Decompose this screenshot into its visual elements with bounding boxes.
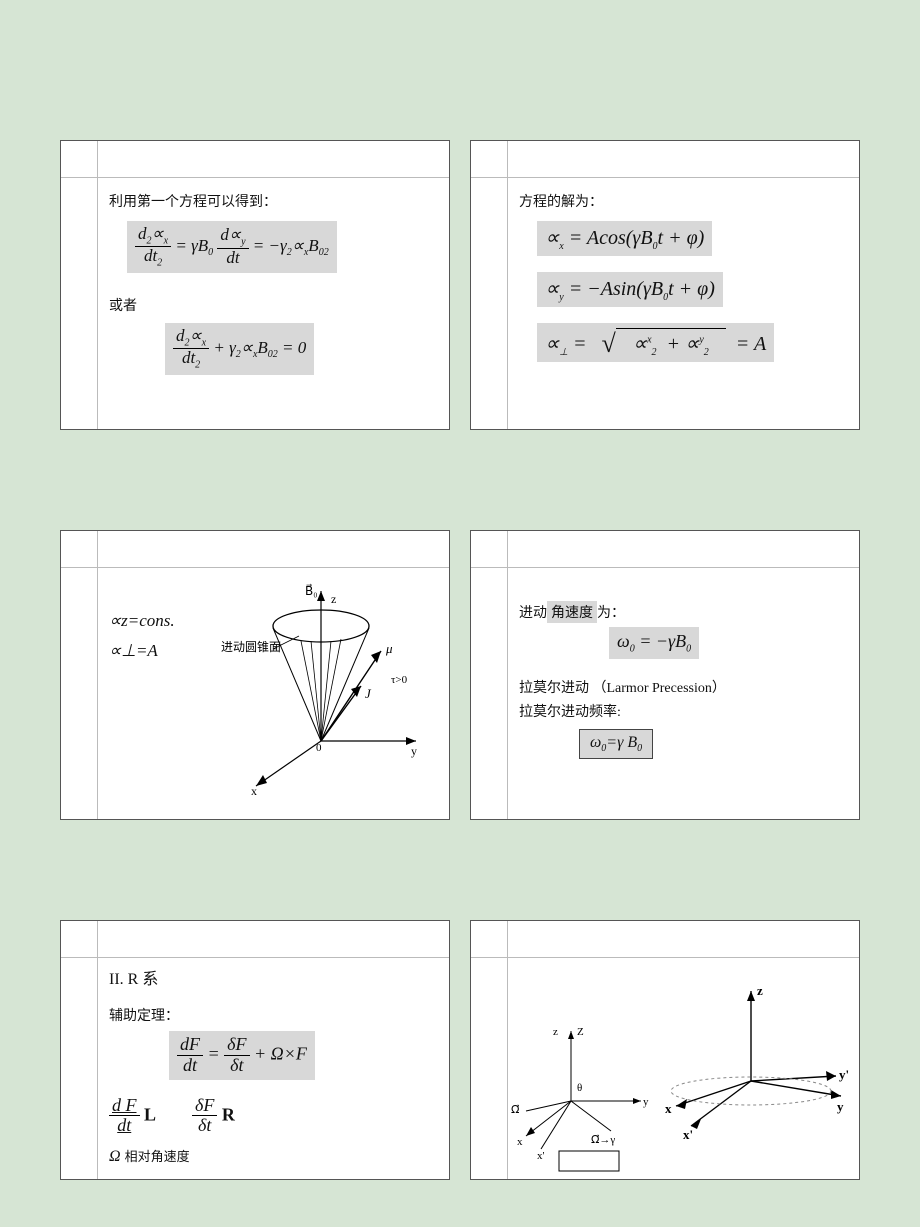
svg-text:J⃗: J⃗ (365, 686, 381, 701)
svg-text:z: z (757, 983, 763, 998)
slide-1: 利用第一个方程可以得到： d2∝xdt2 = γB0 d∝ydt = −γ2∝x… (60, 140, 450, 430)
slide-row-3: II. R 系 辅助定理： dFdt = δFδt + Ω×F d Fdt L … (60, 920, 860, 1180)
slide2-text1: 方程的解为： (519, 191, 839, 211)
precession-cone-diagram: z B⃗₀ y x μ⃗ (211, 571, 431, 791)
slide2-eq3: ∝⊥ = √ ∝x2 + ∝y2 = A (537, 323, 774, 362)
slide5-note: Ω 相对角速度 (109, 1146, 429, 1166)
slide-2: 方程的解为： ∝x = Acos(γB0t + φ) ∝y = −Asin(γB… (470, 140, 860, 430)
slide1-eq1: d2∝xdt2 = γB0 d∝ydt = −γ2∝xB02 (127, 221, 337, 273)
svg-text:μ⃗: μ⃗ (385, 641, 403, 656)
svg-text:x: x (665, 1101, 672, 1116)
slide4-eq1: ω0 = −γB0 (609, 627, 699, 659)
rotating-frames-diagram: z Z y x Ω⃗ x' Ω⃗→γ θ (491, 961, 851, 1180)
svg-text:θ: θ (577, 1082, 582, 1094)
svg-text:x: x (251, 784, 257, 798)
slide2-eq2: ∝y = −Asin(γB0t + φ) (537, 272, 723, 307)
svg-text:x': x' (537, 1150, 545, 1162)
slide4-text3: 拉莫尔进动频率: (519, 701, 839, 721)
slide-5: II. R 系 辅助定理： dFdt = δFδt + Ω×F d Fdt L … (60, 920, 450, 1180)
slide1-text2: 或者 (109, 295, 429, 315)
slide4-eq2: ω0=γ B0 (579, 729, 839, 759)
svg-text:z: z (553, 1026, 558, 1038)
slide-4: 进动角速度为： ω0 = −γB0 拉莫尔进动 （Larmor Precessi… (470, 530, 860, 820)
slide5-eq1: dFdt = δFδt + Ω×F (169, 1031, 315, 1080)
slide1-text1: 利用第一个方程可以得到： (109, 191, 429, 211)
slide-row-2: ∝z=cons. ∝⊥=A z B⃗₀ y x (60, 530, 860, 820)
slide-6: z Z y x Ω⃗ x' Ω⃗→γ θ (470, 920, 860, 1180)
slide5-text1: 辅助定理： (109, 1005, 429, 1025)
slide-row-1: 利用第一个方程可以得到： d2∝xdt2 = γB0 d∝ydt = −γ2∝x… (60, 140, 860, 430)
svg-text:y: y (837, 1099, 844, 1114)
svg-text:Ω⃗→γ: Ω⃗→γ (591, 1134, 615, 1146)
svg-text:y': y' (839, 1067, 849, 1082)
slide5-labels: d Fdt L δFδt R (109, 1096, 429, 1137)
document-page: 利用第一个方程可以得到： d2∝xdt2 = γB0 d∝ydt = −γ2∝x… (0, 0, 920, 1180)
svg-text:Z: Z (577, 1026, 584, 1038)
slide4-text2: 拉莫尔进动 （Larmor Precession） (519, 677, 839, 697)
slide4-text1: 进动角速度为： (519, 601, 839, 623)
slide2-eq1: ∝x = Acos(γB0t + φ) (537, 221, 712, 256)
svg-text:x: x (517, 1136, 523, 1148)
svg-text:B⃗₀: B⃗₀ (305, 583, 317, 598)
slide5-title: II. R 系 (109, 965, 429, 989)
slide1-eq2: d2∝xdt2 + γ2∝xB02 = 0 (165, 323, 314, 375)
svg-text:y: y (643, 1096, 649, 1108)
svg-text:0: 0 (316, 742, 322, 754)
svg-text:Ω⃗: Ω⃗ (511, 1104, 519, 1116)
svg-text:τ>0: τ>0 (391, 674, 408, 686)
svg-text:y: y (411, 744, 417, 758)
svg-text:x': x' (683, 1127, 693, 1142)
svg-text:进动圆锥面: 进动圆锥面 (221, 640, 281, 654)
svg-text:z: z (331, 592, 336, 606)
slide-3: ∝z=cons. ∝⊥=A z B⃗₀ y x (60, 530, 450, 820)
